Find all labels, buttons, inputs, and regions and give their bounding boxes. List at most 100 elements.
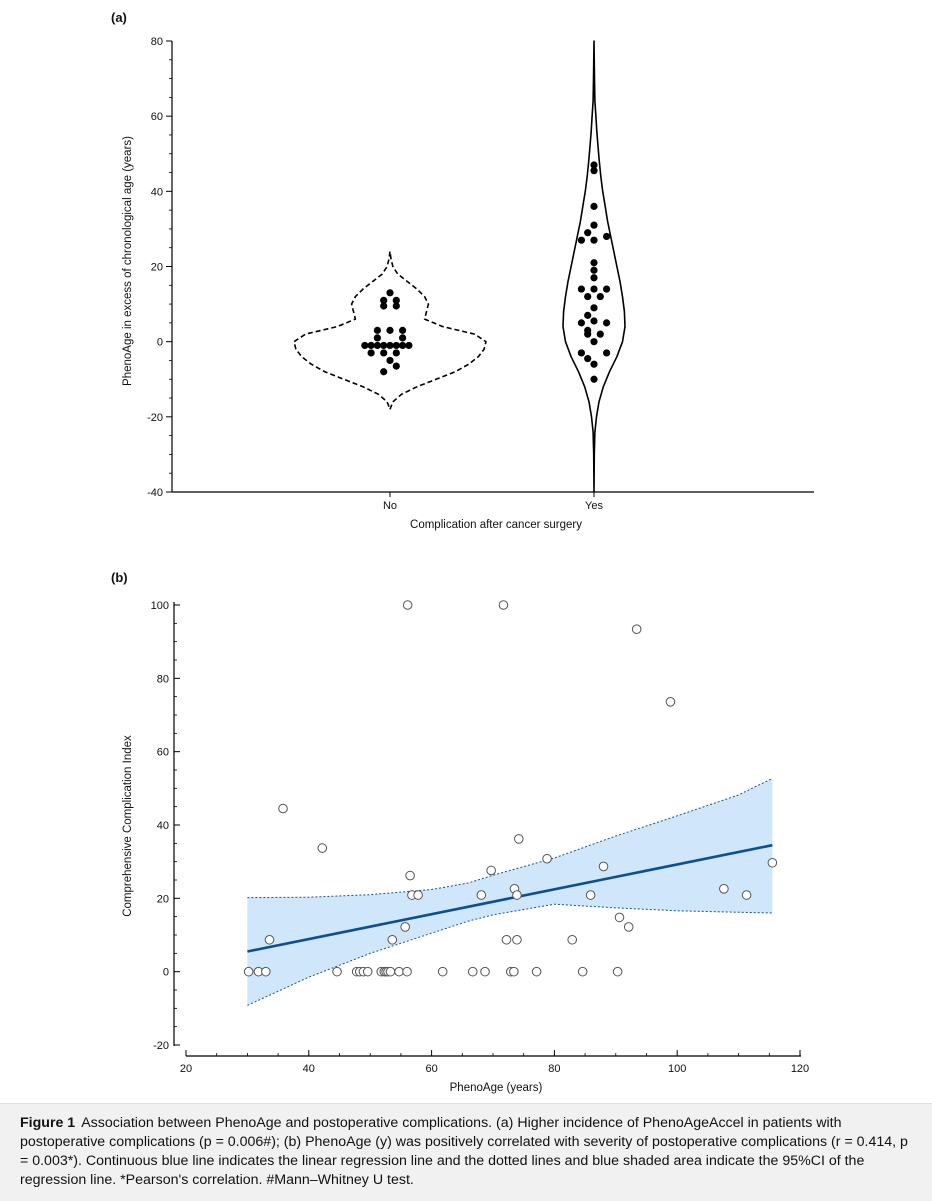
data-point-yes [590, 236, 598, 244]
caption-text: Association between PhenoAge and postope… [20, 1115, 908, 1188]
data-point [332, 966, 342, 977]
data-point [402, 600, 413, 610]
data-point-no [361, 341, 369, 350]
violin-plot-panel: (a) PhenoAge in excess of chronological … [111, 10, 814, 531]
data-point-no [386, 289, 394, 297]
data-point-yes [590, 161, 598, 169]
regression-scatter-panel: (b) Comprehensive Complication Index Phe… [111, 570, 809, 1094]
data-point-yes [590, 274, 598, 282]
y-tick-label: 80 [157, 673, 169, 685]
regression-line [247, 843, 773, 953]
data-point-yes [590, 317, 598, 325]
data-point [385, 966, 396, 977]
data-point-no [367, 349, 375, 357]
data-point-no [392, 362, 400, 370]
y-axis-title: PhenoAge in excess of chronological age … [122, 136, 134, 386]
data-point [509, 966, 519, 977]
data-point [243, 966, 254, 977]
data-point [719, 884, 729, 894]
data-point-yes [590, 167, 598, 175]
y-tick-label: -20 [153, 1040, 169, 1052]
data-point [612, 966, 623, 977]
data-point-no [392, 296, 400, 304]
y-tick-label: 40 [151, 186, 163, 198]
data-point [437, 966, 448, 977]
data-point-no [373, 341, 381, 350]
data-point-yes [590, 304, 598, 312]
data-point-no [386, 356, 394, 365]
data-point-yes [590, 285, 598, 293]
data-point [531, 966, 542, 977]
x-tick-label: 60 [425, 1063, 437, 1075]
data-point [264, 934, 275, 945]
data-point-yes [590, 360, 598, 368]
data-point [486, 865, 496, 876]
data-point [512, 934, 522, 945]
data-point-yes [603, 319, 611, 327]
data-point-no [380, 349, 388, 357]
data-point-yes [603, 232, 611, 241]
data-point-yes [590, 221, 598, 229]
data-point [585, 890, 596, 900]
data-point-yes [584, 354, 592, 363]
data-point-yes [584, 311, 592, 319]
y-tick-label: 20 [157, 893, 169, 905]
data-point-yes [590, 266, 598, 274]
data-point [400, 922, 410, 932]
data-point-no [405, 341, 413, 350]
panel-label-a: (a) [111, 10, 127, 25]
caption-area: Figure 1 Association between PhenoAge and… [0, 1103, 932, 1201]
data-point [567, 934, 578, 945]
data-point-no [399, 341, 407, 350]
data-point-no [386, 341, 394, 350]
data-point-no [399, 334, 407, 342]
y-axis-title: Comprehensive Complication Index [122, 735, 134, 917]
data-point-yes [577, 349, 586, 357]
data-point-no [380, 341, 388, 350]
y-tick-label: 60 [157, 747, 169, 759]
data-point-yes [596, 292, 604, 301]
data-point [317, 843, 328, 853]
y-tick-label: 80 [151, 36, 163, 48]
data-point-yes [584, 292, 592, 301]
data-point [665, 697, 676, 707]
data-point-no [392, 341, 400, 350]
data-point [405, 870, 415, 881]
data-point-no [392, 349, 400, 357]
data-point-yes [603, 285, 611, 293]
x-tick-label: 80 [548, 1063, 560, 1075]
violin-yes [562, 40, 626, 493]
figure-caption: Figure 1 Association between PhenoAge and… [20, 1114, 915, 1190]
data-point [278, 803, 288, 814]
panel-label-b: (b) [111, 570, 128, 585]
data-point-yes [577, 319, 586, 327]
data-point [512, 890, 522, 900]
data-point-yes [590, 202, 598, 210]
data-point-yes [577, 285, 586, 293]
data-point [614, 912, 625, 923]
y-tick-label: 0 [163, 967, 169, 979]
x-tick-label: 40 [303, 1063, 315, 1075]
data-point-no [380, 302, 388, 310]
y-tick-label: 20 [151, 262, 163, 274]
data-point-no [373, 326, 381, 334]
y-tick-label: -20 [147, 412, 163, 424]
data-point-yes [577, 236, 586, 244]
data-point-yes [590, 375, 598, 383]
y-tick-label: 100 [151, 600, 169, 612]
data-point [741, 890, 752, 900]
x-tick-label: No [383, 500, 397, 512]
data-point [498, 600, 509, 610]
data-point-yes [603, 349, 611, 357]
data-point-no [399, 326, 407, 334]
data-point [542, 853, 552, 864]
confidence-band [247, 778, 773, 1006]
data-point [501, 934, 512, 945]
data-point [513, 834, 524, 844]
data-point-no [373, 334, 381, 342]
data-point [387, 934, 398, 945]
data-point [631, 624, 642, 635]
data-point [467, 966, 478, 977]
data-point-yes [584, 330, 592, 338]
data-point-yes [596, 330, 604, 338]
